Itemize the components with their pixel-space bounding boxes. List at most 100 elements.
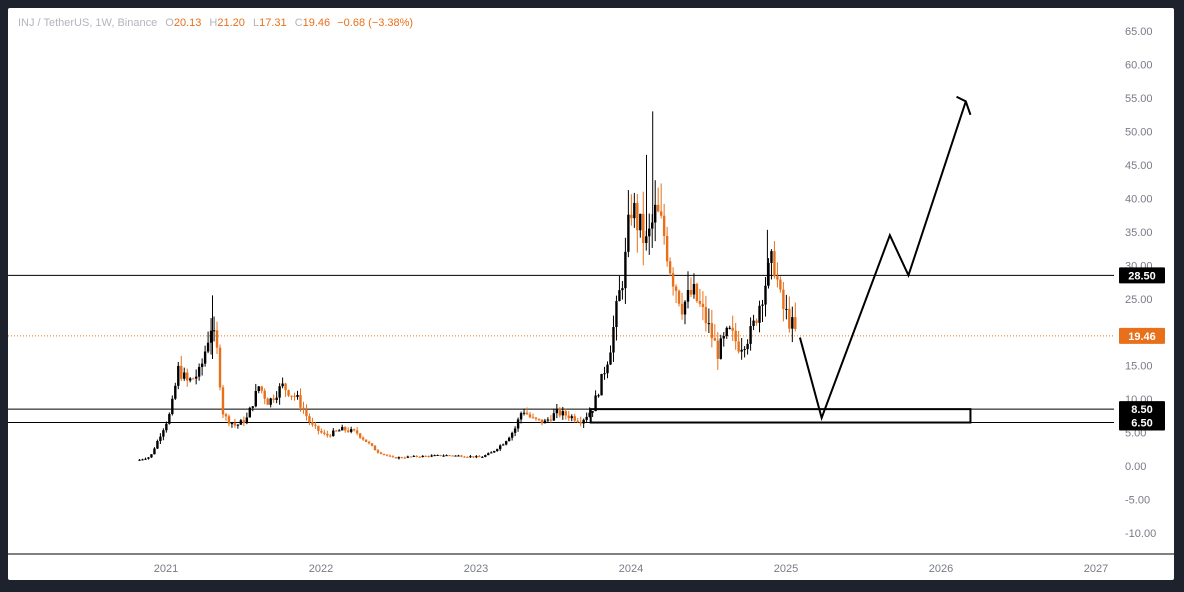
candle-body [412,455,415,457]
candle-body [713,338,717,341]
candle-body [326,433,329,436]
level-tag-bg [1119,401,1165,418]
candle-body [513,428,517,433]
candle-body [668,261,672,274]
price-chart[interactable]: 65.0060.0055.0050.0045.0040.0035.0030.00… [8,8,1174,580]
candle-body [645,236,648,244]
candle-body [472,456,475,458]
candle-body [788,308,791,329]
candle-body [349,429,353,432]
candle-body [174,385,177,399]
candle-body [424,455,427,457]
candle-body [582,419,585,424]
candle-body [433,455,436,457]
high-label: H [209,17,218,29]
y-tick-label: 15.00 [1125,361,1153,373]
x-tick-label: 2024 [619,563,643,575]
candle-body [290,395,293,397]
x-tick-label: 2021 [154,563,178,575]
y-tick-label: 25.00 [1125,294,1153,306]
candle-body [186,372,189,381]
candle-body [171,398,174,415]
candle-body [493,450,496,453]
candle-body [522,412,526,414]
candle-body [686,290,690,302]
candle-body [457,455,460,457]
candle-body [180,365,183,379]
x-tick-label: 2022 [309,563,333,575]
candle-body [323,432,326,434]
candle-body [755,320,758,323]
candle-body [722,336,725,339]
candle-body [659,211,663,216]
y-tick-label: 55.00 [1125,93,1153,105]
candle-body [209,330,213,343]
candle-body [597,395,600,397]
candle-body [341,426,344,431]
candle-body [197,367,201,377]
candle-body [785,308,788,310]
candle-body [379,452,383,454]
candle-body [573,416,576,421]
candle-body [418,456,421,458]
candle-body [725,327,728,337]
candle-body [382,453,386,455]
candle-body [230,423,234,425]
x-tick-label: 2027 [1084,563,1108,575]
candle-body [251,406,254,408]
candle-body [540,419,544,424]
candle-body [344,426,347,431]
candle-body [296,394,299,397]
candle-body [144,458,147,460]
support-zone-box[interactable] [589,408,972,424]
candle-body [555,408,559,414]
candle-body [507,437,511,442]
y-tick-label: 45.00 [1125,160,1153,172]
level-tag: 6.50 [1131,418,1152,430]
symbol-label[interactable]: INJ / TetherUS, 1W, Binance [18,17,158,29]
candle-body [287,390,290,396]
candle-body [233,423,237,426]
candle-body [445,455,448,457]
candle-body [588,412,591,417]
candle-body [320,430,323,433]
candle-body [537,418,541,420]
projection-path[interactable] [798,101,967,422]
candle-body [600,373,603,396]
candle-body [481,456,484,458]
candle-body [388,455,392,457]
candle-body [361,437,365,440]
candle-body [519,413,523,420]
candle-body [752,320,755,326]
candle-body [528,414,532,418]
candle-body [558,408,562,416]
close-value: 19.46 [302,17,331,29]
candle-body [141,459,144,461]
level-tag: 28.50 [1128,270,1156,282]
candle-body [609,352,612,365]
candle-body [579,421,582,424]
y-tick-label: 50.00 [1125,127,1153,139]
candle-body [281,383,284,387]
y-tick-label: 35.00 [1125,227,1153,239]
candle-body [490,452,493,454]
candles-layer [138,111,797,461]
low-value: 17.31 [259,17,287,29]
candle-body [612,326,615,353]
candle-body [695,283,699,301]
candle-body [242,420,246,424]
candle-body [355,430,359,434]
candle-body [639,213,642,231]
candle-body [150,454,153,458]
close-label: C [294,17,303,29]
candle-body [534,417,538,419]
candle-body [716,340,719,359]
candle-body [782,289,785,309]
candle-body [236,424,240,426]
candle-body [338,430,341,432]
axes-layer: 65.0060.0055.0050.0045.0040.0035.0030.00… [8,26,1174,575]
candle-body [275,397,278,400]
candle-body [704,307,708,324]
candle-body [299,394,302,408]
candle-body [364,439,368,442]
